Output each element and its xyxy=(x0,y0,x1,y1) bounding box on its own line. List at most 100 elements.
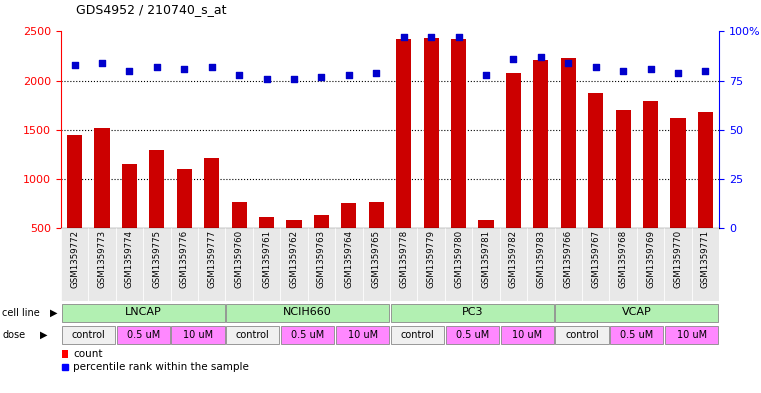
Bar xyxy=(116,228,143,301)
Text: 0.5 uM: 0.5 uM xyxy=(291,330,324,340)
Text: cell line: cell line xyxy=(2,308,40,318)
Text: GSM1359780: GSM1359780 xyxy=(454,230,463,288)
Bar xyxy=(665,326,718,344)
Text: control: control xyxy=(236,330,269,340)
Bar xyxy=(231,202,247,228)
Bar xyxy=(643,101,658,228)
Point xyxy=(370,70,382,76)
Text: GSM1359776: GSM1359776 xyxy=(180,230,189,288)
Bar xyxy=(314,215,329,228)
Point xyxy=(288,75,300,82)
Bar xyxy=(391,326,444,344)
Text: 10 uM: 10 uM xyxy=(677,330,707,340)
Bar xyxy=(225,228,253,301)
Point xyxy=(205,64,218,70)
Point xyxy=(535,54,547,60)
Bar xyxy=(67,134,82,228)
Bar xyxy=(281,326,334,344)
Text: PC3: PC3 xyxy=(461,307,483,318)
Point xyxy=(398,34,410,40)
Bar xyxy=(253,228,280,301)
Text: GSM1359781: GSM1359781 xyxy=(482,230,491,288)
Text: GSM1359768: GSM1359768 xyxy=(619,230,628,288)
Bar xyxy=(88,228,116,301)
Point xyxy=(260,75,272,82)
Text: GSM1359775: GSM1359775 xyxy=(152,230,161,288)
Bar xyxy=(198,228,225,301)
Text: control: control xyxy=(565,330,599,340)
Point xyxy=(480,72,492,78)
Bar xyxy=(116,326,170,344)
Text: GSM1359778: GSM1359778 xyxy=(400,230,408,288)
Text: GSM1359762: GSM1359762 xyxy=(289,230,298,288)
Text: GSM1359774: GSM1359774 xyxy=(125,230,134,288)
Point xyxy=(342,72,355,78)
Bar xyxy=(692,228,719,301)
Bar xyxy=(143,228,170,301)
Bar xyxy=(588,94,603,228)
Bar xyxy=(556,304,718,322)
Bar xyxy=(171,326,224,344)
Bar xyxy=(556,326,609,344)
Bar xyxy=(582,228,610,301)
Text: GSM1359772: GSM1359772 xyxy=(70,230,79,288)
Bar xyxy=(307,228,335,301)
Text: GSM1359783: GSM1359783 xyxy=(537,230,546,288)
Text: control: control xyxy=(72,330,105,340)
Bar xyxy=(451,39,466,228)
Bar xyxy=(616,110,631,228)
Point xyxy=(453,34,465,40)
Text: control: control xyxy=(400,330,435,340)
Bar xyxy=(500,228,527,301)
Point xyxy=(233,72,245,78)
Bar xyxy=(555,228,582,301)
Bar xyxy=(94,128,110,228)
Point xyxy=(617,68,629,74)
Text: 0.5 uM: 0.5 uM xyxy=(620,330,654,340)
Text: ▶: ▶ xyxy=(50,308,58,318)
Bar xyxy=(226,304,389,322)
Text: VCAP: VCAP xyxy=(622,307,651,318)
Point xyxy=(68,62,81,68)
Bar xyxy=(62,304,224,322)
Bar xyxy=(533,60,549,228)
Bar xyxy=(473,228,500,301)
Bar xyxy=(527,228,555,301)
Text: GSM1359767: GSM1359767 xyxy=(591,230,600,288)
Bar xyxy=(670,118,686,228)
Bar xyxy=(62,326,115,344)
Text: GSM1359770: GSM1359770 xyxy=(673,230,683,288)
Bar xyxy=(280,228,307,301)
Point xyxy=(178,66,190,72)
Point xyxy=(425,34,438,40)
Bar xyxy=(698,112,713,228)
Point xyxy=(562,60,575,66)
Bar xyxy=(610,326,664,344)
Text: GSM1359760: GSM1359760 xyxy=(234,230,244,288)
Bar xyxy=(149,150,164,228)
Bar xyxy=(259,217,274,228)
Bar xyxy=(391,304,554,322)
Bar xyxy=(501,326,554,344)
Bar xyxy=(506,73,521,228)
Text: percentile rank within the sample: percentile rank within the sample xyxy=(73,362,249,372)
Point xyxy=(590,64,602,70)
Text: 10 uM: 10 uM xyxy=(183,330,213,340)
Text: GSM1359771: GSM1359771 xyxy=(701,230,710,288)
Point xyxy=(645,66,657,72)
Text: GSM1359764: GSM1359764 xyxy=(345,230,353,288)
Text: GSM1359761: GSM1359761 xyxy=(262,230,271,288)
Text: GSM1359773: GSM1359773 xyxy=(97,230,107,288)
Bar xyxy=(561,58,576,228)
Bar xyxy=(336,326,389,344)
Bar xyxy=(445,228,473,301)
Text: GSM1359769: GSM1359769 xyxy=(646,230,655,288)
Bar xyxy=(204,158,219,228)
Text: NCIH660: NCIH660 xyxy=(283,307,332,318)
Point xyxy=(123,68,135,74)
Text: GSM1359782: GSM1359782 xyxy=(509,230,518,288)
Bar xyxy=(286,220,301,228)
Text: 10 uM: 10 uM xyxy=(348,330,377,340)
Text: GSM1359777: GSM1359777 xyxy=(207,230,216,288)
Point xyxy=(315,73,327,80)
